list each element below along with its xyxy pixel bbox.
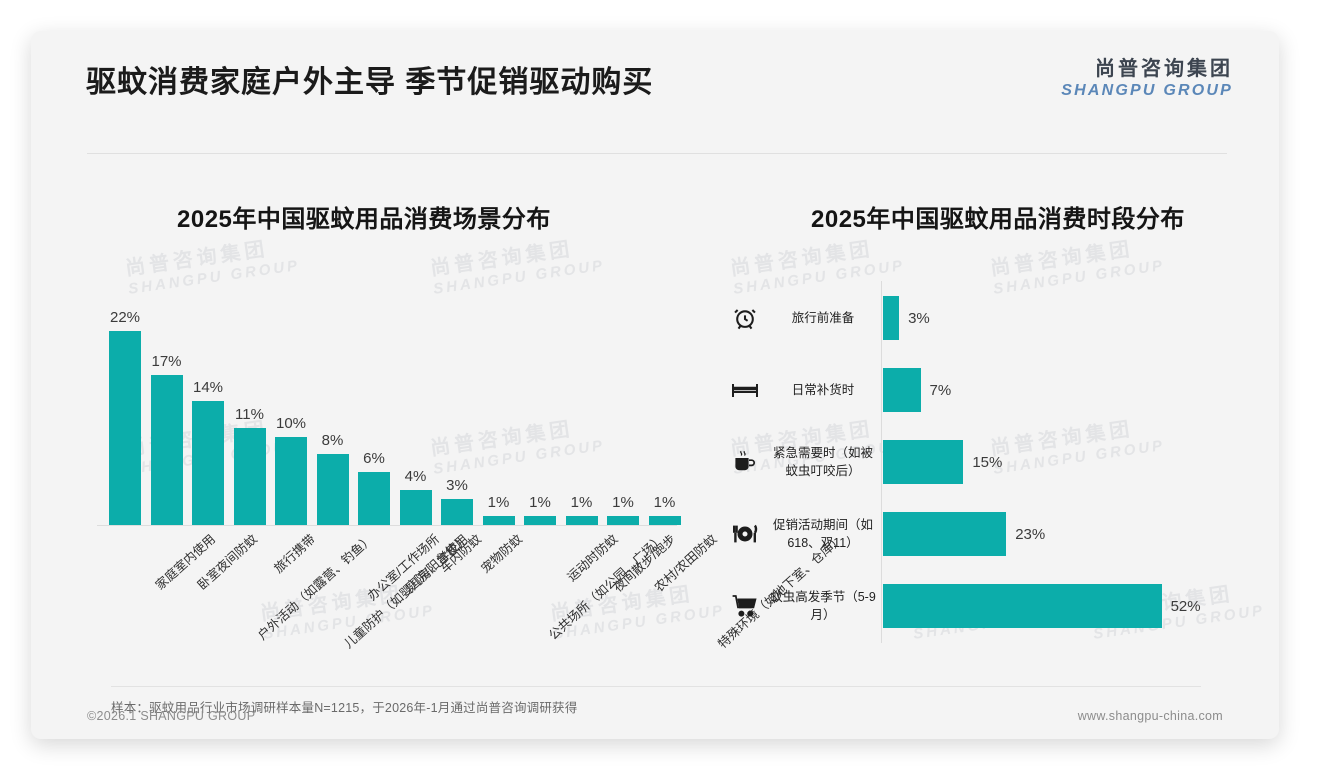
- bar[interactable]: [648, 516, 681, 525]
- bar-column[interactable]: 4%: [399, 289, 432, 525]
- footnote-divider: [111, 686, 1201, 687]
- bar-value-label: 22%: [109, 308, 141, 326]
- bar-column[interactable]: 14%: [192, 289, 224, 525]
- slide-header: 驱蚊消费家庭户外主导 季节促销驱动购买 尚普咨询集团 SHANGPU GROUP: [31, 31, 1279, 127]
- bar-column[interactable]: 22%: [109, 289, 141, 525]
- timing-bar-track: 7%: [881, 359, 1251, 421]
- coffee-cup-icon: [721, 449, 769, 475]
- bed-icon: [721, 379, 769, 401]
- bar[interactable]: [441, 498, 473, 525]
- bar[interactable]: [358, 472, 390, 525]
- bar-value-label: 8%: [321, 432, 344, 450]
- timing-label: 日常补货时: [791, 382, 855, 397]
- left-x-axis-line: [97, 525, 677, 526]
- plate-cutlery-icon: [721, 522, 769, 546]
- copyright-text: ©2026.1 SHANGPU GROUP: [87, 709, 256, 723]
- bar-column[interactable]: 1%: [524, 289, 556, 525]
- bar[interactable]: [607, 516, 639, 525]
- right-chart-title: 2025年中国驱蚊用品消费时段分布: [811, 206, 1185, 233]
- bar-value-label: 10%: [275, 414, 307, 432]
- timing-bar[interactable]: [883, 296, 900, 340]
- bar[interactable]: [524, 516, 556, 525]
- bar[interactable]: [150, 374, 183, 525]
- website-link[interactable]: www.shangpu-china.com: [1077, 709, 1223, 723]
- bar-value-label: 4%: [404, 467, 427, 485]
- bar-column[interactable]: 17%: [150, 289, 183, 525]
- timing-label: 旅行前准备: [791, 310, 855, 325]
- timing-bar[interactable]: [883, 584, 1162, 628]
- bar-value-label: 1%: [529, 494, 551, 512]
- bar-value-label: 3%: [446, 476, 468, 494]
- bar-column[interactable]: 6%: [358, 289, 390, 525]
- timing-value-label: 3%: [908, 309, 930, 327]
- timing-row[interactable]: 紧急需要时（如被蚊虫叮咬后） 15%: [721, 431, 1251, 493]
- brand-name-cn: 尚普咨询集团: [1095, 58, 1233, 80]
- alarm-clock-icon: [721, 305, 769, 331]
- timing-bar[interactable]: [883, 440, 964, 484]
- bar-column[interactable]: 1%: [607, 289, 639, 525]
- left-plot-area: 22% 17% 14% 11% 10% 8% 6% 4% 3% 1% 1% 1% 1% 1%: [69, 286, 689, 526]
- page-title: 驱蚊消费家庭户外主导 季节促销驱动购买: [86, 66, 654, 99]
- bar-column[interactable]: 1%: [648, 289, 681, 525]
- bar-column[interactable]: 1%: [565, 289, 598, 525]
- timing-label: 蚊虫高发季节（5-9月）: [770, 589, 876, 622]
- timing-bar-track: 3%: [881, 287, 1251, 349]
- bar-value-label: 1%: [487, 494, 510, 512]
- bar-column[interactable]: 8%: [316, 289, 349, 525]
- sample-footnote: 样本：驱蚊用品行业市场调研样本量N=1215，于2026年-1月通过尚普咨询调研…: [111, 686, 1201, 716]
- shopping-cart-icon: [721, 593, 769, 619]
- timing-value-label: 23%: [1015, 525, 1046, 543]
- bar-value-label: 6%: [363, 450, 385, 467]
- timing-label: 紧急需要时（如被蚊虫叮咬后）: [772, 445, 873, 478]
- slide-footer: ©2026.1 SHANGPU GROUP www.shangpu-china.…: [31, 697, 1279, 739]
- left-chart-title: 2025年中国驱蚊用品消费场景分布: [177, 206, 551, 233]
- bar-column[interactable]: 1%: [482, 289, 515, 525]
- right-y-axis-line: [881, 281, 882, 643]
- bar-value-label: 1%: [653, 494, 676, 512]
- timing-row[interactable]: 促销活动期间（如618、双11） 23%: [721, 503, 1251, 565]
- slide-canvas: 尚普咨询集团 SHANGPU GROUP 尚普咨询集团 SHANGPU GROUP 尚普…: [31, 31, 1279, 739]
- timing-bar-track: 15%: [881, 431, 1251, 493]
- timing-bar[interactable]: [883, 368, 921, 412]
- timing-bar[interactable]: [883, 512, 1007, 556]
- bar[interactable]: [109, 330, 141, 525]
- timing-bar-track: 52%: [881, 575, 1251, 637]
- header-divider: [87, 153, 1227, 154]
- x-axis-label: 宠物防蚊: [478, 531, 526, 576]
- bar[interactable]: [565, 516, 598, 525]
- bar[interactable]: [399, 489, 432, 525]
- timing-row[interactable]: 日常补货时 7%: [721, 359, 1251, 421]
- timing-label: 促销活动期间（如618、双11）: [772, 517, 873, 550]
- timing-bar-track: 23%: [881, 503, 1251, 565]
- bar[interactable]: [482, 516, 515, 525]
- bar-column[interactable]: 10%: [275, 289, 307, 525]
- bar-value-label: 1%: [570, 494, 593, 512]
- bar-value-label: 11%: [235, 405, 264, 423]
- bar-column[interactable]: 11%: [233, 289, 266, 525]
- bar-value-label: 14%: [192, 379, 224, 397]
- bar-value-label: 1%: [612, 494, 634, 512]
- timing-value-label: 15%: [972, 453, 1003, 471]
- bar-column[interactable]: 3%: [441, 289, 473, 525]
- bar[interactable]: [316, 454, 349, 525]
- brand-name-en: SHANGPU GROUP: [1061, 82, 1233, 99]
- bar-value-label: 17%: [151, 352, 182, 370]
- bar[interactable]: [192, 401, 224, 525]
- bar[interactable]: [233, 427, 266, 525]
- bar[interactable]: [275, 436, 307, 525]
- timing-row[interactable]: 旅行前准备 3%: [721, 287, 1251, 349]
- x-axis-label: 旅行携带: [271, 531, 318, 576]
- consumption-timing-bar-chart: 旅行前准备 3% 日常补货时 7% 紧急需要时（如被蚊虫叮咬后） 15% 促销活动期间（如6…: [721, 281, 1251, 651]
- consumption-scenario-bar-chart: 22% 17% 14% 11% 10% 8% 6% 4% 3% 1% 1% 1% 1% 1% 家庭室内使用…: [69, 286, 845, 686]
- timing-row[interactable]: 蚊虫高发季节（5-9月） 52%: [721, 575, 1251, 637]
- timing-value-label: 52%: [1170, 597, 1201, 615]
- timing-value-label: 7%: [929, 381, 952, 399]
- footnote-text: 样本：驱蚊用品行业市场调研样本量N=1215，于2026年-1月通过尚普咨询调研…: [111, 701, 578, 715]
- brand-logo: 尚普咨询集团 SHANGPU GROUP: [1061, 57, 1233, 100]
